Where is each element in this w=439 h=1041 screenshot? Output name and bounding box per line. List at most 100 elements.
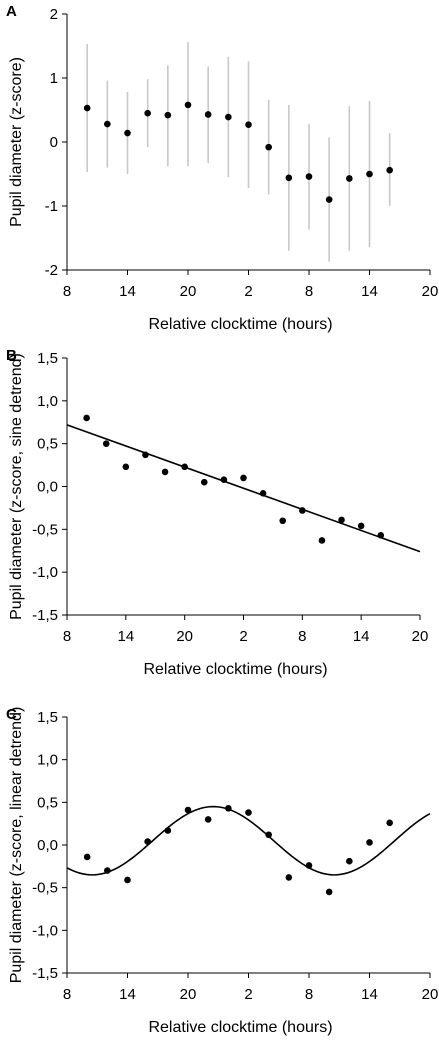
x-tick-label: 20: [412, 628, 429, 645]
x-tick-label: 20: [176, 628, 193, 645]
y-tick-label: -1,0: [32, 564, 58, 581]
data-point: [305, 862, 313, 869]
y-tick-label: -0,5: [32, 521, 58, 538]
y-tick-label: -1,5: [32, 965, 58, 982]
y-tick-label: -1,5: [32, 607, 58, 624]
x-tick-label: 8: [63, 986, 71, 1003]
data-point: [386, 819, 393, 827]
data-point: [366, 839, 373, 846]
y-tick-label: -0,5: [32, 880, 58, 897]
x-tick-label: 20: [180, 986, 197, 1003]
x-tick-label: 2: [244, 986, 252, 1003]
data-point: [104, 120, 111, 128]
y-tick-label: -2: [45, 262, 58, 279]
data-point: [181, 463, 188, 471]
data-point: [338, 516, 345, 524]
y-tick-label: 1,5: [37, 350, 58, 367]
x-tick-label: 14: [119, 986, 136, 1003]
panel-c: C -1,5 -1,0 -0,5 0,0 0,5 1,0 1,5 8 14 20 2 8 14 20 Rela…: [6, 706, 438, 1036]
data-point: [83, 414, 90, 422]
data-point: [122, 463, 130, 471]
data-point: [144, 109, 151, 117]
data-point: [285, 174, 293, 182]
data-point: [164, 827, 172, 834]
x-tick-label: 20: [422, 283, 439, 300]
x-tick-label: 20: [422, 986, 439, 1003]
y-tick-label: 1,5: [37, 709, 58, 726]
x-axis-title: Relative clocktime (hours): [148, 1019, 332, 1036]
x-tick-label: 2: [244, 283, 252, 300]
fit-line: [66, 424, 421, 553]
data-point: [366, 170, 373, 178]
data-point: [104, 867, 111, 874]
data-point: [279, 517, 287, 525]
y-tick-label: 0,5: [37, 794, 58, 811]
data-point: [346, 175, 353, 182]
data-point: [144, 838, 151, 845]
y-axis-title: Pupil diameter (z-score): [8, 57, 25, 227]
data-point: [164, 111, 172, 119]
x-tick-label: 8: [298, 628, 306, 645]
x-axis-title: Relative clocktime (hours): [143, 661, 327, 678]
x-tick-label: 8: [63, 628, 71, 645]
x-tick-label: 14: [361, 986, 378, 1003]
data-point: [204, 816, 212, 823]
x-tick-label: 14: [119, 283, 136, 300]
data-point: [386, 166, 393, 174]
data-point: [318, 537, 326, 544]
y-tick-label: 2: [50, 6, 58, 23]
y-tick-label: -1,0: [32, 922, 58, 939]
fit-curve: [66, 805, 431, 876]
x-tick-label: 14: [361, 283, 378, 300]
x-tick-label: 8: [305, 283, 313, 300]
panel-label: C: [6, 706, 17, 723]
x-tick-label: 14: [117, 628, 134, 645]
data-point: [184, 806, 192, 814]
data-point: [305, 173, 313, 180]
data-point: [83, 853, 91, 861]
y-tick-label: 1,0: [37, 752, 58, 769]
panel-label: B: [6, 347, 17, 364]
data-point: [240, 474, 247, 482]
y-tick-label: 0: [50, 134, 58, 151]
y-tick-label: 1,0: [37, 393, 58, 410]
data-point: [259, 490, 267, 497]
data-point: [200, 478, 208, 486]
data-point: [325, 196, 333, 203]
panel-label: A: [6, 3, 17, 20]
data-point: [225, 805, 232, 812]
y-tick-label: 0,0: [37, 837, 58, 854]
y-axis-title: Pupil diameter (z-score, sine detrend): [8, 353, 25, 620]
data-point: [102, 440, 110, 447]
x-tick-label: 2: [239, 628, 247, 645]
data-point: [184, 101, 192, 109]
data-point: [285, 874, 293, 881]
y-tick-label: 0,0: [37, 479, 58, 496]
data-point: [225, 113, 232, 121]
data-point: [220, 476, 228, 483]
data-point: [265, 143, 272, 151]
y-tick-label: -1: [45, 198, 58, 215]
y-tick-label: 0,5: [37, 436, 58, 453]
data-point: [83, 104, 91, 112]
x-axis-title: Relative clocktime (hours): [148, 316, 332, 333]
data-point: [161, 468, 169, 476]
data-point: [142, 451, 149, 459]
x-tick-label: 20: [180, 283, 197, 300]
data-point: [124, 129, 131, 137]
data-point: [245, 809, 252, 816]
y-axis-title: Pupil diameter (z-score, linear detrend): [8, 707, 25, 984]
data-point: [299, 507, 306, 514]
data-point: [357, 522, 365, 530]
data-point: [346, 857, 353, 865]
x-tick-label: 8: [305, 986, 313, 1003]
data-point: [245, 121, 252, 129]
data-point: [377, 532, 385, 539]
panel-b: B -1,5 -1,0 -0,5 0,0 0,5 1,0 1,5 8 14 20 2 8 14 20 Rela…: [6, 347, 428, 678]
x-tick-label: 8: [63, 283, 71, 300]
data-point: [124, 876, 131, 884]
x-tick-label: 14: [353, 628, 370, 645]
data-point: [265, 831, 272, 839]
panel-a: A -2 -1 0 1 2 8 14 20 2 8 14 20 Relative clocktime (h…: [6, 3, 438, 333]
